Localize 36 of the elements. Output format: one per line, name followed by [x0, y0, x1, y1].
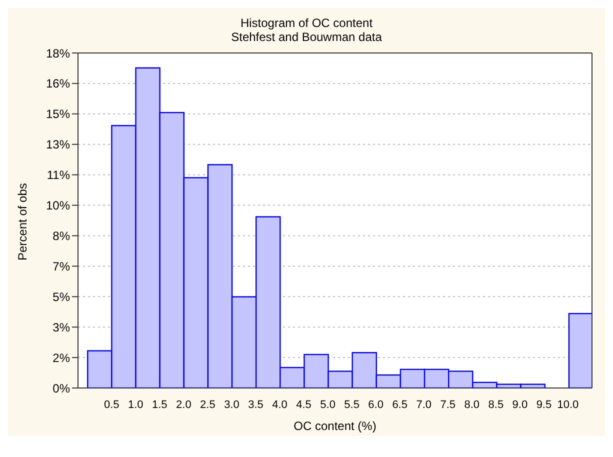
y-tick-label: 8%	[52, 228, 70, 243]
y-tick-label: 5%	[52, 290, 70, 304]
chart-subtitle: Stehfest and Bouwman data	[230, 30, 383, 44]
x-tick-label: 9.0	[512, 399, 528, 411]
y-tick-label: 13%	[46, 138, 70, 152]
x-tick-label: 3.0	[224, 399, 240, 411]
x-tick-label: 6.0	[368, 399, 384, 411]
y-tick-label: 7%	[52, 259, 70, 274]
x-tick-label: 9.5	[536, 399, 552, 411]
x-tick-label: 6.5	[392, 399, 408, 411]
y-tick-label: 2%	[52, 350, 70, 365]
y-tick-label: 16%	[46, 76, 70, 91]
x-tick-label: 4.5	[296, 399, 312, 411]
x-tick-label: 2.0	[176, 399, 192, 411]
x-tick-label: 8.5	[488, 399, 504, 411]
x-axis-title: OC content (%)	[294, 419, 376, 433]
x-tick-label: 7.5	[440, 399, 456, 411]
x-tick-label: 5.0	[320, 399, 336, 411]
x-tick-label: 4.0	[272, 399, 288, 411]
x-tick-label: 1.0	[128, 399, 144, 411]
x-tick-label: 0.5	[104, 399, 120, 411]
chart-title: Histogram of OC content	[239, 16, 374, 30]
x-tick-label: 7.0	[416, 399, 432, 411]
x-tick-label: 8.0	[464, 399, 480, 411]
x-tick-label: 3.5	[248, 399, 264, 411]
y-tick-label: 3%	[52, 320, 70, 334]
y-axis-title: Percent of obs	[15, 183, 30, 260]
x-tick-label: 10.0	[557, 399, 579, 411]
y-tick-label: 11%	[46, 168, 70, 182]
x-tick-label: 5.5	[344, 399, 360, 411]
y-tick-label: 10%	[46, 198, 70, 213]
x-tick-label: 2.5	[200, 399, 216, 411]
y-tick-label: 0%	[52, 381, 70, 396]
x-tick-label: 1.5	[152, 399, 168, 411]
y-tick-label: 15%	[46, 107, 70, 122]
y-tick-label: 18%	[46, 46, 70, 60]
